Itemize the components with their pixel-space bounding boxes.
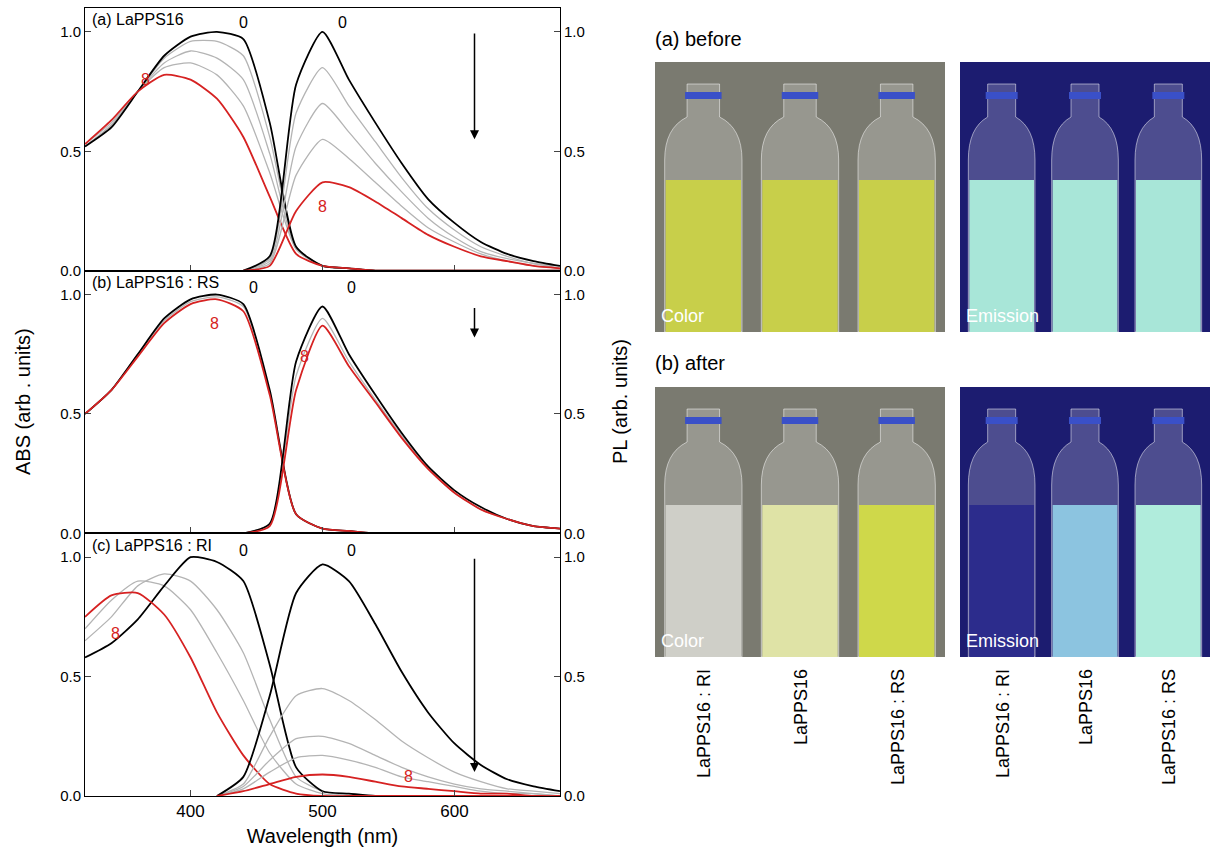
svg-text:0.0: 0.0: [564, 262, 585, 279]
svg-text:1.0: 1.0: [564, 548, 585, 565]
svg-text:Color: Color: [661, 306, 704, 326]
svg-text:Emission: Emission: [966, 306, 1039, 326]
svg-text:LaPPS16 : RI: LaPPS16 : RI: [993, 669, 1013, 778]
svg-text:PL (arb. units): PL (arb. units): [609, 339, 631, 464]
svg-text:0: 0: [347, 279, 356, 296]
svg-text:8: 8: [404, 768, 413, 785]
svg-text:600: 600: [440, 802, 468, 821]
svg-text:0: 0: [239, 14, 248, 31]
svg-text:0.5: 0.5: [564, 143, 585, 160]
svg-text:1.0: 1.0: [60, 286, 81, 303]
svg-text:0.5: 0.5: [60, 668, 81, 685]
svg-text:0.5: 0.5: [564, 668, 585, 685]
svg-text:Emission: Emission: [966, 631, 1039, 651]
svg-text:0.0: 0.0: [60, 262, 81, 279]
svg-text:8: 8: [210, 315, 219, 332]
svg-text:0.5: 0.5: [60, 143, 81, 160]
svg-text:1.0: 1.0: [564, 23, 585, 40]
svg-text:(b) LaPPS16 : RS: (b) LaPPS16 : RS: [92, 274, 219, 291]
svg-text:1.0: 1.0: [60, 23, 81, 40]
svg-text:0.5: 0.5: [564, 405, 585, 422]
html-text:(b) after: (b) after: [655, 352, 725, 374]
svg-text:0: 0: [338, 14, 347, 31]
svg-text:LaPPS16 : RS: LaPPS16 : RS: [888, 669, 908, 785]
svg-text:8: 8: [111, 625, 120, 642]
svg-text:8: 8: [300, 348, 309, 365]
svg-text:ABS (arb . units): ABS (arb . units): [12, 328, 34, 475]
svg-text:1.0: 1.0: [60, 548, 81, 565]
svg-text:0.5: 0.5: [60, 405, 81, 422]
svg-text:(c) LaPPS16 : RI: (c) LaPPS16 : RI: [92, 537, 212, 554]
svg-text:Wavelength (nm): Wavelength (nm): [247, 825, 399, 847]
svg-text:400: 400: [176, 802, 204, 821]
html-text:(a) before: (a) before: [655, 28, 742, 50]
svg-text:LaPPS16 : RS: LaPPS16 : RS: [1159, 669, 1179, 785]
svg-text:0: 0: [347, 542, 356, 559]
svg-text:8: 8: [141, 71, 150, 88]
svg-text:0.0: 0.0: [60, 787, 81, 804]
svg-text:500: 500: [308, 802, 336, 821]
svg-text:(a) LaPPS16: (a) LaPPS16: [92, 11, 184, 28]
svg-text:Color: Color: [661, 631, 704, 651]
svg-text:LaPPS16: LaPPS16: [791, 669, 811, 745]
svg-text:LaPPS16 : RI: LaPPS16 : RI: [694, 669, 714, 778]
svg-text:0: 0: [249, 279, 258, 296]
svg-text:LaPPS16: LaPPS16: [1076, 669, 1096, 745]
svg-text:1.0: 1.0: [564, 286, 585, 303]
svg-text:0: 0: [239, 542, 248, 559]
svg-text:0.0: 0.0: [564, 787, 585, 804]
svg-text:8: 8: [318, 198, 327, 215]
svg-text:0.0: 0.0: [564, 525, 585, 542]
svg-text:0.0: 0.0: [60, 525, 81, 542]
